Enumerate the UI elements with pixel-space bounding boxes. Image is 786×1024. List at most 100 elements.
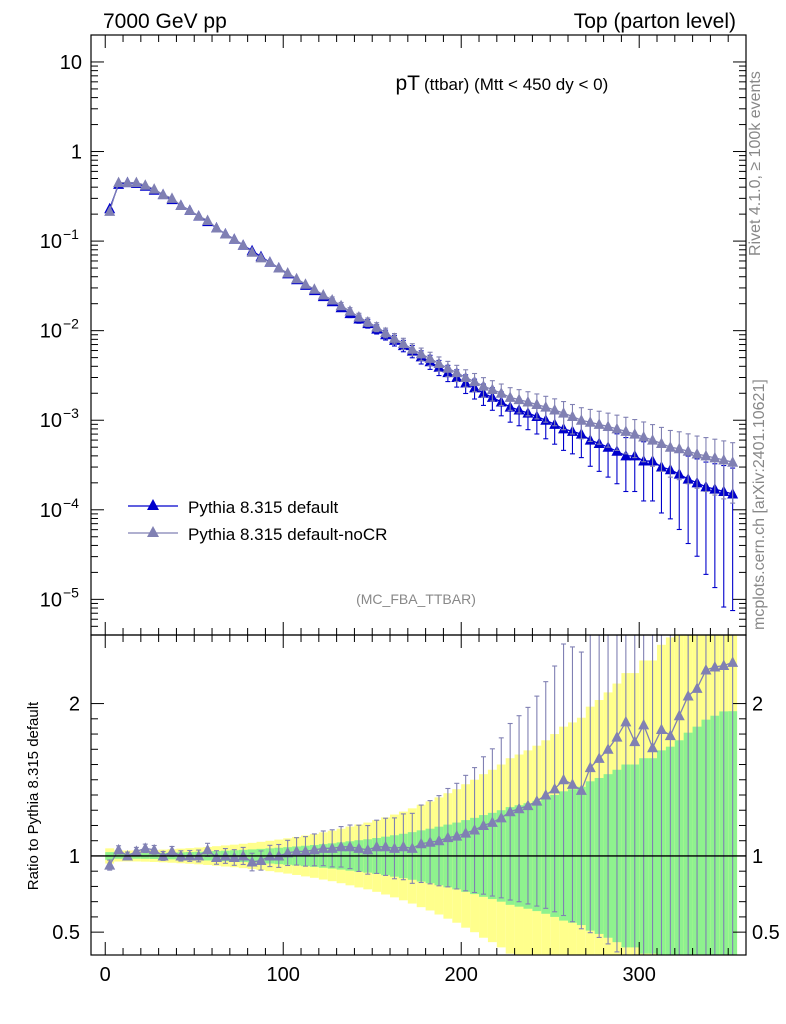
main-point: [255, 251, 267, 263]
main-point: [602, 420, 614, 432]
ratio-point: [219, 849, 231, 861]
ratio-point: [228, 851, 240, 862]
analysis-tag: (MC_FBA_TTBAR): [356, 591, 476, 607]
main-y-tick-exponent: −3: [63, 405, 79, 421]
ratio-point: [611, 731, 623, 742]
ratio-y-tick-label-left: 1: [69, 846, 80, 868]
main-point: [282, 267, 294, 278]
main-point: [210, 222, 222, 233]
main-point: [246, 246, 258, 257]
main-point: [273, 262, 285, 273]
main-point: [673, 442, 685, 454]
main-point: [353, 311, 365, 322]
plot-title-main: pT: [395, 72, 420, 95]
main-point: [442, 362, 454, 373]
ratio-point: [353, 842, 365, 853]
main-point: [362, 315, 374, 327]
main-point: [486, 383, 498, 395]
main-point: [629, 428, 641, 439]
main-plot-frame: [90, 34, 747, 636]
x-tick-label: 200: [445, 964, 478, 986]
ratio-point: [175, 849, 187, 861]
ratio-point: [299, 845, 311, 856]
main-point: [584, 416, 596, 427]
main-point: [415, 347, 427, 359]
main-point: [575, 414, 587, 425]
ratio-point: [566, 778, 578, 789]
ratio-point: [477, 819, 489, 830]
main-point: [664, 441, 676, 452]
ratio-point: [629, 735, 641, 747]
ratio-point: [371, 840, 383, 852]
ratio-point: [415, 837, 427, 849]
ratio-point: [593, 752, 605, 763]
main-point: [477, 380, 489, 391]
ratio-point: [513, 802, 525, 814]
ratio-point: [682, 689, 694, 701]
ratio-point: [531, 795, 543, 806]
ratio-point: [397, 840, 409, 852]
rivet-version-label: Rivet 4.1.0, ≥ 100k events: [747, 71, 764, 256]
main-y-tick-exponent: −4: [63, 495, 79, 511]
ratio-point: [130, 845, 142, 856]
main-y-tick-exponent: −1: [63, 226, 79, 242]
main-point: [397, 337, 409, 348]
ratio-point: [246, 856, 258, 867]
main-point: [451, 366, 463, 378]
main-point: [371, 320, 383, 332]
ratio-point: [575, 784, 587, 795]
main-y-tick-label: 10: [40, 589, 62, 611]
ratio-point: [113, 843, 125, 855]
main-point: [655, 437, 667, 448]
ratio-point: [388, 842, 400, 853]
main-point: [291, 272, 303, 284]
ratio-point: [273, 849, 285, 861]
main-point: [166, 192, 178, 203]
ratio-series: [91, 635, 746, 955]
main-y-tick-label: 10: [40, 410, 62, 432]
main-point: [388, 332, 400, 343]
ratio-point: [193, 849, 205, 861]
main-series: [104, 176, 739, 612]
ratio-point: [655, 723, 667, 734]
main-point: [139, 179, 151, 190]
main-point: [727, 456, 739, 467]
ratio-y-tick-label-left: 2: [69, 694, 80, 716]
legend-label-nocr: Pythia 8.315 default-noCR: [188, 525, 387, 544]
legend-marker-nocr: [147, 526, 159, 537]
main-point: [558, 407, 570, 418]
main-point: [638, 430, 650, 442]
main-y-tick-label: 10: [40, 500, 62, 522]
ratio-point: [442, 831, 454, 843]
ratio-axes: 0.5 0.5 1 1 2 2: [52, 694, 780, 945]
main-point: [495, 387, 507, 398]
main-point: [424, 352, 436, 363]
ratio-point: [638, 718, 650, 730]
ratio-point: [486, 816, 498, 827]
main-point: [104, 205, 116, 216]
ratio-point: [469, 824, 481, 835]
ratio-point: [700, 664, 712, 675]
ratio-y-tick-label-right: 1: [752, 846, 763, 868]
main-series-line: [109, 181, 733, 495]
main-point: [513, 393, 525, 405]
main-point: [380, 326, 392, 338]
ratio-y-tick-label-right: 0.5: [752, 922, 780, 944]
main-point: [219, 228, 231, 239]
main-y-tick-label: 10: [60, 52, 82, 74]
main-point: [299, 278, 311, 289]
legend-marker-default: [147, 499, 159, 510]
main-point: [344, 305, 356, 316]
header-right: Top (parton level): [574, 10, 736, 33]
header-left: 7000 GeV pp: [103, 10, 227, 33]
ratio-y-axis-label: Ratio to Pythia 8.315 default: [25, 701, 42, 890]
ratio-y-tick-label-left: 0.5: [52, 922, 80, 944]
ratio-point: [495, 811, 507, 823]
ratio-point: [433, 834, 445, 846]
ratio-point: [647, 741, 659, 753]
mcplots-label: mcplots.cern.ch [arXiv:2401.10621]: [751, 379, 768, 630]
ratio-point: [620, 715, 632, 727]
ratio-point: [166, 845, 178, 856]
main-point: [433, 357, 445, 368]
ratio-point: [148, 843, 160, 855]
